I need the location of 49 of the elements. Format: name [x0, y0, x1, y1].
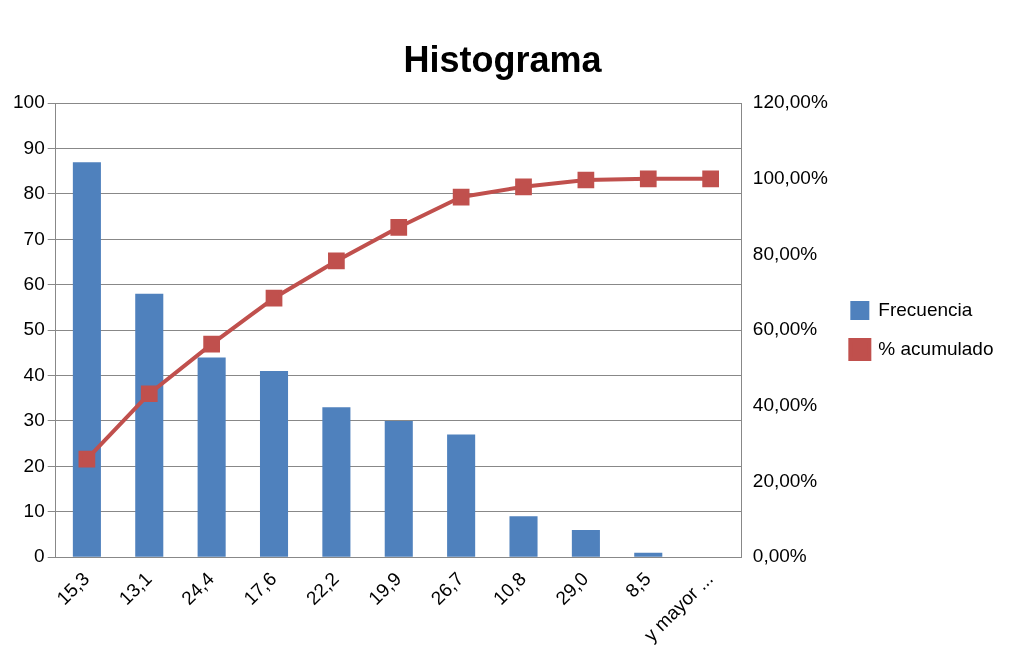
x-tick-label: 13,1: [114, 567, 156, 609]
point: [577, 171, 595, 189]
y-tick-label: 0: [34, 545, 45, 567]
x-tick-label: 8,5: [621, 567, 655, 602]
point: [328, 252, 345, 270]
y-tick-label: 90: [23, 136, 45, 158]
y-tick-label: 60: [23, 273, 45, 295]
y-tick-label: 30: [23, 409, 45, 431]
bar: [384, 420, 413, 557]
point: [140, 385, 158, 403]
y-tick-label: 40: [23, 363, 45, 385]
point: [515, 178, 532, 196]
x-tick-label: 22,2: [301, 567, 343, 609]
x-tick-label: 19,9: [364, 567, 406, 609]
x-tick-label: 15,3: [52, 567, 94, 609]
y-tick-label: 70: [23, 227, 45, 249]
point: [390, 218, 408, 236]
point: [203, 335, 220, 353]
point: [639, 170, 657, 188]
point: [78, 450, 96, 468]
y2-tick-label: 120,00%: [752, 91, 828, 113]
bar: [509, 516, 538, 557]
y2-tick-label: 40,00%: [752, 394, 818, 416]
point: [702, 170, 719, 188]
y2-tick-label: 0,00%: [752, 545, 807, 567]
y-tick-label: 80: [23, 182, 45, 204]
y-tick-label: 20: [23, 454, 45, 476]
chart-title: Histograma: [403, 38, 603, 80]
bar: [634, 552, 663, 557]
y2-tick-label: 20,00%: [752, 469, 818, 491]
bar: [135, 293, 164, 557]
y2-tick-label: 100,00%: [752, 167, 828, 189]
point: [452, 188, 470, 206]
bar: [197, 357, 226, 557]
y2-tick-label: 60,00%: [752, 318, 818, 340]
bar: [259, 371, 289, 557]
y-tick-label: 50: [23, 318, 45, 340]
x-tick-label: 10,8: [489, 567, 531, 609]
bar: [72, 162, 101, 557]
bar: [447, 434, 476, 557]
bar: [322, 407, 351, 557]
y-tick-label: 10: [23, 500, 45, 522]
legend-label: Frecuencia: [878, 298, 973, 320]
y2-tick-label: 80,00%: [752, 242, 818, 264]
y-tick-label: 100: [13, 91, 45, 113]
bar: [571, 529, 600, 557]
x-tick-label: 29,0: [551, 567, 593, 609]
legend-label: % acumulado: [878, 337, 994, 359]
point: [265, 289, 283, 307]
